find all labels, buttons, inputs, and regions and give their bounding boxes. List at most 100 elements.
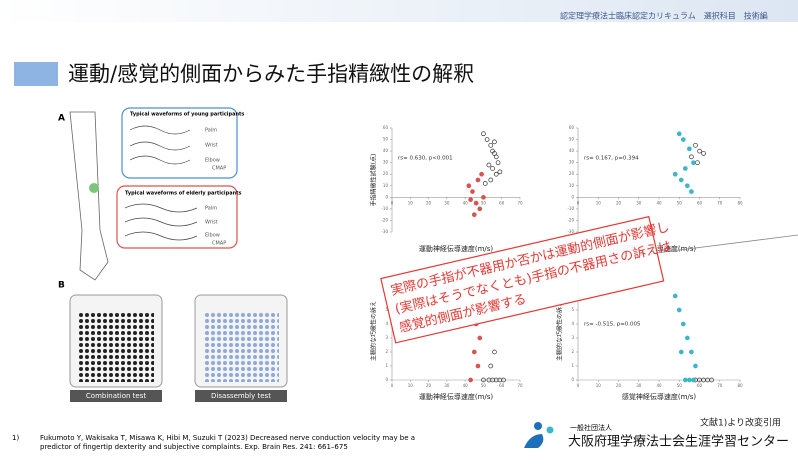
point — [680, 137, 686, 142]
caption: Combination test — [86, 392, 146, 400]
panel-label: B — [58, 281, 65, 291]
y-tick-label: 10 — [383, 183, 389, 188]
point — [695, 160, 700, 166]
electrode — [89, 183, 99, 193]
panel-label: A — [58, 114, 65, 124]
point — [490, 166, 495, 171]
point — [477, 206, 483, 212]
peg-grid — [203, 312, 279, 382]
wave-label: Palm — [205, 128, 217, 134]
x-tick-label: 50 — [481, 383, 487, 388]
source: 文献1)より改変引用 — [700, 417, 781, 429]
arm-sketch — [69, 111, 109, 281]
x-tick-label: 20 — [616, 200, 622, 205]
y-tick-label: -10 — [567, 206, 574, 211]
wave-label: Elbow — [205, 233, 220, 239]
x-tick-label: 70 — [717, 383, 723, 388]
young-box — [121, 107, 238, 179]
point — [492, 349, 497, 355]
y-tick-label: -30 — [381, 229, 388, 234]
x-tick-label: 0 — [577, 200, 580, 205]
title-marker — [14, 62, 58, 86]
y-tick-label: 20 — [383, 171, 389, 176]
x-tick-label: 60 — [499, 200, 505, 205]
point — [488, 363, 494, 369]
point — [691, 377, 696, 383]
point — [482, 181, 488, 186]
point — [484, 137, 490, 142]
wave-label: CMAP — [212, 241, 226, 247]
y-tick-label: 3 — [571, 335, 574, 340]
point — [701, 151, 706, 156]
stat: rs= -0.515, p=0.005 — [584, 322, 641, 328]
y-tick-label: 0 — [571, 377, 574, 382]
y-tick-label: 4 — [385, 321, 388, 326]
y-tick-label: 30 — [569, 160, 575, 165]
y-tick-label: 50 — [383, 137, 389, 142]
y-tick-label: 30 — [383, 160, 389, 165]
point — [689, 189, 694, 194]
logo — [534, 422, 542, 430]
y-tick-label: 1 — [571, 363, 574, 368]
x-tick-label: 70 — [517, 200, 523, 205]
stat: rs= 0.167, p=0.394 — [584, 156, 639, 162]
point — [477, 335, 483, 341]
x-tick-label: 10 — [596, 383, 602, 388]
point — [691, 160, 696, 166]
y-tick-label: 3 — [385, 335, 388, 340]
point — [473, 200, 479, 206]
x-tick-label: 0 — [577, 383, 580, 388]
waveform — [129, 125, 191, 165]
point — [672, 171, 678, 177]
point — [481, 377, 486, 383]
y-tick-label: -20 — [381, 217, 388, 222]
point — [693, 363, 698, 369]
point — [497, 169, 503, 175]
x-tick-label: 10 — [596, 200, 602, 205]
x-tick-label: 40 — [656, 383, 662, 388]
y-tick-label: 2 — [571, 349, 574, 354]
stat: rs= 0.630, p<0.001 — [398, 156, 453, 162]
wave-label: Wrist — [205, 220, 218, 226]
point — [495, 160, 501, 166]
x-tick-label: 60 — [697, 200, 703, 205]
wave-label: CMAP — [212, 166, 226, 172]
x-tick-label: 80 — [737, 383, 743, 388]
title: 運動/感覚的側面からみた手指精緻性の解釈 — [68, 62, 474, 86]
caption: Disassembly test — [211, 392, 271, 400]
y-tick-label: -10 — [381, 206, 388, 211]
x-tick-label: 20 — [426, 383, 432, 388]
point — [682, 377, 688, 383]
y-tick-label: 5 — [385, 307, 388, 312]
point — [466, 183, 472, 189]
point — [709, 377, 715, 383]
point — [682, 166, 688, 171]
x-tick-label: 30 — [636, 383, 642, 388]
point — [689, 154, 694, 160]
point — [479, 171, 484, 177]
point — [475, 363, 481, 369]
x-label: 運動神経伝導速度(m/s) — [419, 244, 494, 253]
wave-label: Wrist — [205, 143, 218, 149]
point — [684, 335, 690, 341]
point — [678, 349, 684, 355]
caption-bar — [195, 390, 287, 402]
x-tick-label: 20 — [616, 383, 622, 388]
reference: Fukumoto Y, Wakisaka T, Misawa K, Hibi M… — [40, 434, 415, 442]
point — [470, 189, 475, 194]
y-tick-label: 0 — [385, 377, 388, 382]
x-tick-label: 20 — [426, 200, 432, 205]
point — [481, 131, 486, 137]
point — [684, 183, 690, 189]
y-tick-label: 60 — [569, 125, 575, 130]
y-tick-label: 50 — [569, 137, 575, 142]
x-tick-label: 70 — [517, 383, 523, 388]
x-label: 運動神経伝導速度(m/s) — [419, 392, 494, 401]
point — [481, 194, 486, 200]
x-tick-label: 80 — [737, 200, 743, 205]
point — [697, 148, 702, 154]
caption-bar — [70, 390, 162, 402]
reference: predictor of fingertip dexterity and sub… — [40, 443, 348, 451]
